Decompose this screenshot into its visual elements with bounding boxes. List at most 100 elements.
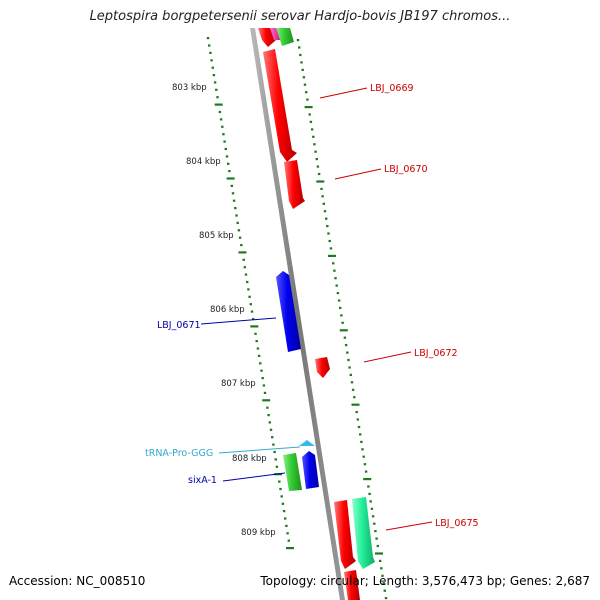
minor-tick (246, 280, 249, 284)
minor-tick (353, 396, 356, 399)
minor-tick (280, 495, 283, 498)
minor-tick (303, 83, 307, 86)
minor-tick (316, 165, 320, 168)
minor-tick (373, 522, 376, 525)
gene-LBJ_0672[interactable] (315, 357, 330, 378)
gene-partial-bottom-red[interactable] (344, 570, 360, 600)
label-LBJ_0671[interactable]: LBJ_0671 (157, 320, 201, 331)
ruler-tick-label: 806 kbp (210, 305, 245, 315)
minor-tick (298, 46, 301, 49)
gene-teal-0675[interactable] (352, 497, 375, 569)
minor-tick (261, 377, 264, 380)
minor-tick (321, 195, 324, 198)
label-LBJ_0675[interactable]: LBJ_0675 (435, 518, 479, 529)
label-tRNA-Pro-GGG[interactable]: tRNA-Pro-GGG (145, 448, 213, 459)
gene-green-808[interactable] (283, 453, 302, 491)
minor-tick (221, 125, 224, 128)
major-tick (351, 403, 360, 406)
minor-tick (212, 74, 216, 77)
minor-tick (206, 37, 210, 40)
minor-tick (322, 202, 325, 205)
minor-tick (236, 221, 239, 224)
minor-tick (227, 162, 230, 165)
ruler-tick-label: 805 kbp (199, 231, 234, 241)
major-tick (304, 106, 313, 109)
minor-tick (348, 366, 351, 369)
minor-tick (252, 317, 255, 321)
gene-partial-top-red[interactable] (258, 28, 276, 47)
minor-tick (361, 448, 364, 451)
minor-tick (383, 589, 386, 592)
major-tick (214, 103, 223, 106)
minor-tick (370, 507, 374, 510)
minor-tick (355, 411, 358, 414)
minor-tick (340, 314, 343, 317)
gene-LBJ_0669[interactable] (263, 49, 297, 162)
minor-tick (208, 44, 211, 47)
minor-tick (333, 269, 336, 272)
ruler-tick-label: 807 kbp (221, 379, 256, 389)
minor-tick (219, 118, 223, 121)
minor-tick (326, 225, 329, 228)
minor-tick (296, 39, 300, 42)
ruler-tick-label: 803 kbp (172, 83, 207, 93)
minor-tick (325, 217, 328, 220)
label-sixA-1[interactable]: sixA-1 (188, 475, 217, 486)
label-LBJ_0672[interactable]: LBJ_0672 (414, 348, 458, 359)
minor-tick (256, 347, 260, 350)
minor-tick (224, 147, 227, 151)
trna-Pro-GGG[interactable] (299, 440, 315, 446)
minor-tick (262, 384, 266, 387)
minor-tick (269, 428, 273, 431)
major-tick (339, 329, 348, 332)
major-tick (375, 552, 383, 555)
gene-LBJ_0671[interactable] (276, 271, 301, 352)
minor-tick (254, 332, 257, 335)
minor-tick (368, 492, 371, 495)
minor-tick (360, 440, 363, 443)
minor-tick (369, 500, 372, 503)
minor-tick (230, 184, 233, 187)
minor-tick (248, 295, 251, 298)
minor-tick (341, 321, 344, 324)
minor-tick (267, 414, 270, 417)
gene-sixA-1[interactable] (302, 451, 319, 489)
major-tick (262, 399, 271, 402)
minor-tick (371, 515, 375, 518)
minor-tick (363, 463, 367, 466)
minor-tick (300, 61, 303, 64)
minor-tick (231, 192, 235, 195)
accession-text: Accession: NC_008510 (9, 574, 146, 588)
minor-tick (215, 88, 218, 91)
minor-tick (357, 425, 361, 429)
minor-tick (310, 128, 314, 131)
label-LBJ_0669[interactable]: LBJ_0669 (370, 83, 414, 94)
label-LBJ_0670[interactable]: LBJ_0670 (384, 164, 428, 175)
major-tick (328, 254, 336, 257)
minor-tick (278, 480, 281, 483)
major-tick (316, 180, 325, 183)
gene-partial-top-green[interactable] (276, 28, 294, 46)
minor-tick (285, 524, 288, 527)
minor-tick (234, 207, 237, 210)
minor-tick (382, 582, 385, 585)
minor-tick (349, 373, 352, 376)
minor-tick (312, 135, 315, 138)
minor-tick (259, 362, 262, 365)
minor-tick (218, 110, 222, 114)
minor-tick (317, 172, 321, 176)
minor-tick (287, 539, 290, 542)
minor-tick (350, 381, 354, 384)
gene-LBJ_0670[interactable] (284, 160, 305, 209)
gene-LBJ_0675[interactable] (334, 500, 356, 569)
major-tick (363, 478, 372, 481)
minor-tick (309, 120, 313, 123)
minor-tick (359, 433, 362, 436)
minor-tick (302, 76, 306, 79)
left-tick-track (206, 37, 294, 550)
major-tick (286, 547, 294, 550)
minor-tick (228, 170, 231, 173)
minor-tick (242, 258, 245, 261)
